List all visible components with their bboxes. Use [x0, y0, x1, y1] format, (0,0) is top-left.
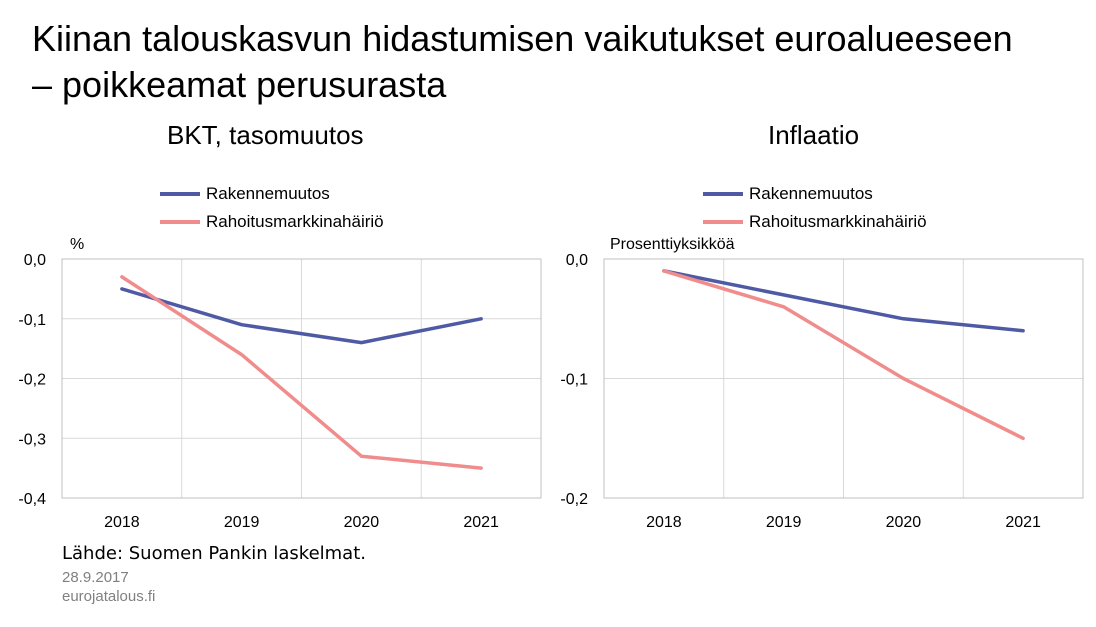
page-title-line-1: Kiinan talouskasvun hidastumisen vaikutu…: [32, 18, 1013, 59]
y-tick-label: 0,0: [24, 252, 46, 269]
legend-label-rahoitus-inflaatio: Rahoitusmarkkinahäiriö: [749, 212, 927, 231]
chart-inflaatio: 0,0 -0,1 -0,2 2018 2019 2020 2021: [560, 252, 1084, 531]
legend-label-rakennemuutos-bkt: Rakennemuutos: [206, 184, 330, 203]
x-tick-label: 2020: [344, 514, 380, 531]
y-tick-label: -0,1: [560, 372, 588, 389]
series-line-rakennemuutos: [662, 269, 1025, 333]
date-label: 28.9.2017: [62, 569, 129, 586]
page-title-line-2: – poikkeamat perusurasta: [32, 64, 447, 105]
y-tick-label: -0,3: [18, 431, 46, 448]
series-line-rahoitus: [662, 269, 1025, 441]
x-tick-label: 2020: [886, 514, 922, 531]
legend-swatch-rahoitus-bkt: [160, 220, 200, 224]
source-note: Lähde: Suomen Pankin laskelmat.: [62, 543, 366, 564]
x-tick-label: 2018: [104, 514, 140, 531]
y-unit-inflaatio: Prosenttiyksikköä: [610, 236, 735, 253]
x-tick-label: 2021: [463, 514, 499, 531]
plot-frame: [61, 258, 542, 499]
y-tick-label: 0,0: [566, 252, 588, 269]
legend-label-rakennemuutos-inflaatio: Rakennemuutos: [749, 184, 873, 203]
y-unit-bkt: %: [70, 236, 85, 253]
legend-label-rahoitus-bkt: Rahoitusmarkkinahäiriö: [206, 212, 384, 231]
series-line-rakennemuutos: [120, 287, 483, 345]
x-tick-label: 2018: [646, 514, 682, 531]
legend-swatch-rakennemuutos-inflaatio: [703, 192, 743, 196]
legend-swatch-rahoitus-inflaatio: [703, 220, 743, 224]
site-label: eurojatalous.fi: [62, 588, 156, 605]
x-tick-label: 2019: [224, 514, 260, 531]
y-tick-label: -0,4: [18, 491, 46, 508]
x-tick-label: 2021: [1005, 514, 1041, 531]
plot-frame: [603, 258, 1084, 499]
y-tick-label: -0,1: [18, 312, 46, 329]
y-tick-label: -0,2: [560, 491, 588, 508]
chart-title-inflaatio: Inflaatio: [768, 120, 860, 150]
x-tick-label: 2019: [766, 514, 802, 531]
legend-swatch-rakennemuutos-bkt: [160, 192, 200, 196]
series-line-rahoitus: [120, 275, 483, 470]
chart-title-bkt: BKT, tasomuutos: [167, 120, 364, 150]
chart-bkt: 0,0 -0,1 -0,2 -0,3 -0,4 2018 2019 2020 2021: [18, 252, 542, 531]
page-title: Kiinan talouskasvun hidastumisen vaikutu…: [32, 16, 1082, 108]
y-tick-label: -0,2: [18, 372, 46, 389]
